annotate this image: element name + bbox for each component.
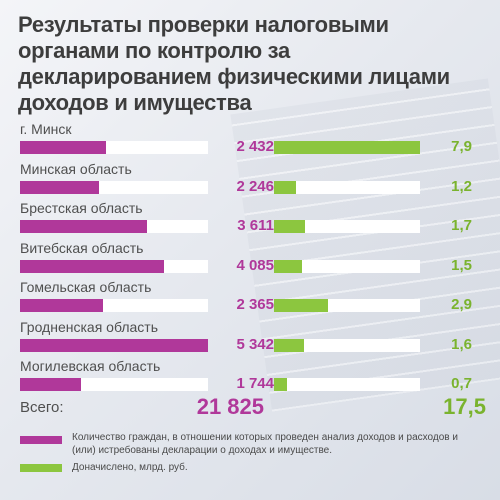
amount-bar-track <box>274 259 420 273</box>
persons-value-label: 2 432 <box>236 138 274 155</box>
amount-bar <box>274 141 420 154</box>
amount-bar <box>274 220 306 233</box>
persons-bar-track <box>20 338 208 352</box>
legend-text-persons: Количество граждан, в отношении которых … <box>72 432 458 456</box>
persons-bar <box>20 378 82 391</box>
region-label: Витебская область <box>20 239 144 256</box>
amount-bar-track <box>274 338 420 352</box>
amount-bar-track <box>274 299 420 312</box>
persons-bar-track <box>20 259 208 273</box>
amount-value-label: 1,5 <box>451 256 472 274</box>
persons-value-label: 1 744 <box>236 375 274 392</box>
background-document-image <box>230 78 500 412</box>
total-amount-value: 17,5 <box>443 394 486 419</box>
legend-swatch-persons <box>20 436 62 444</box>
amount-bar-track <box>274 141 420 154</box>
legend-text-amount: Доначислено, млрд. руб. <box>72 462 188 473</box>
persons-value-label: 2 246 <box>236 177 274 195</box>
persons-value-label: 3 611 <box>237 217 274 234</box>
persons-value-label: 4 085 <box>236 256 274 274</box>
amount-bar-track <box>274 378 420 391</box>
amount-value-label: 1,2 <box>451 177 472 195</box>
persons-bar-track <box>20 220 208 233</box>
persons-bar-track <box>20 299 208 312</box>
amount-bar <box>274 259 302 273</box>
persons-bar <box>20 180 100 194</box>
amount-value-label: 7,9 <box>451 138 472 155</box>
amount-value-label: 0,7 <box>451 375 472 392</box>
amount-bar <box>274 180 297 194</box>
persons-value-label: 2 365 <box>236 296 274 313</box>
amount-bar-track <box>274 180 420 194</box>
amount-value-label: 1,6 <box>451 335 472 353</box>
persons-bar-track <box>20 378 208 391</box>
amount-bar <box>274 338 304 352</box>
amount-bar <box>274 299 328 312</box>
region-label: Гродненская область <box>20 318 159 335</box>
region-label: Гомельская область <box>20 279 152 295</box>
amount-bar-track <box>274 220 420 233</box>
persons-bar <box>20 141 106 154</box>
persons-bar <box>20 338 208 352</box>
amount-value-label: 1,7 <box>451 217 472 234</box>
total-label: Всего: <box>20 399 64 416</box>
persons-bar-track <box>20 141 208 154</box>
persons-value-label: 5 342 <box>236 335 274 353</box>
region-label: г. Минск <box>20 121 72 137</box>
legend-swatch-amount <box>20 464 62 472</box>
amount-bar <box>274 378 287 391</box>
region-label: Могилевская область <box>20 358 161 374</box>
amount-value-label: 2,9 <box>451 296 472 313</box>
total-persons-value: 21 825 <box>196 394 264 419</box>
chart-title: Результаты проверки налоговыми органами … <box>18 12 450 115</box>
persons-bar <box>20 220 148 233</box>
persons-bar <box>20 299 104 312</box>
persons-bar-track <box>20 180 208 194</box>
persons-bar <box>20 259 164 273</box>
region-label: Минская область <box>20 160 132 177</box>
region-label: Брестская область <box>20 200 143 216</box>
